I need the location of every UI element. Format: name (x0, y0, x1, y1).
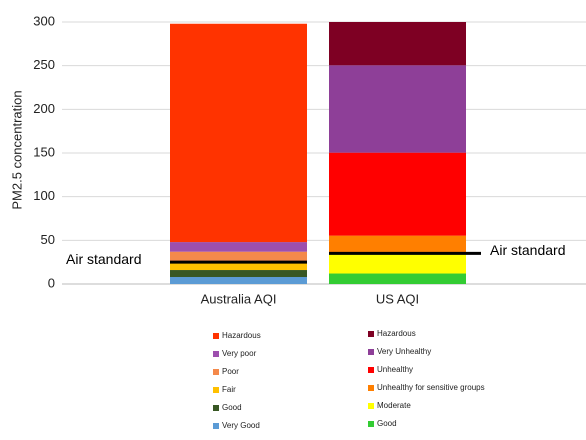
y-tick-label: 200 (33, 101, 55, 116)
y-tick-label: 100 (33, 188, 55, 203)
legend-swatch (213, 405, 219, 411)
bar-segment (329, 273, 466, 284)
y-tick-label: 250 (33, 57, 55, 72)
legend-label: Very poor (222, 349, 257, 358)
legend-label: Good (222, 403, 242, 412)
bar-segment (170, 277, 307, 284)
legend-swatch (368, 403, 374, 409)
bar-segment (170, 23, 307, 243)
legend-swatch (368, 349, 374, 355)
y-tick-label: 50 (41, 232, 55, 247)
legend-swatch (213, 423, 219, 429)
legend-swatch (213, 333, 219, 339)
bar-segment (170, 262, 307, 271)
bar-segment (170, 270, 307, 278)
reference-label: Air standard (66, 251, 141, 267)
bar-segment (329, 152, 466, 236)
legend-label: Good (377, 419, 397, 428)
x-tick-label: US AQI (376, 291, 419, 306)
legend-swatch (368, 385, 374, 391)
reference-label: Air standard (490, 242, 565, 258)
bar-segment (329, 65, 466, 153)
legend-label: Very Good (222, 421, 260, 430)
legend-swatch (368, 331, 374, 337)
legend-swatch (368, 367, 374, 373)
legend-swatch (368, 421, 374, 427)
bar-segment (329, 235, 466, 254)
y-axis-label: PM2.5 concentration (9, 90, 24, 209)
bar-segment (329, 253, 466, 274)
y-tick-label: 0 (48, 275, 55, 290)
legend-label: Unhealthy for sensitive groups (377, 383, 485, 392)
legend-label: Hazardous (377, 329, 416, 338)
bar-segment (170, 242, 307, 252)
legend-label: Fair (222, 385, 236, 394)
legend-label: Hazardous (222, 331, 261, 340)
legend-label: Unhealthy (377, 365, 413, 374)
legend-swatch (213, 387, 219, 393)
legend-swatch (213, 351, 219, 357)
legend-label: Very Unhealthy (377, 347, 431, 356)
y-tick-label: 150 (33, 144, 55, 159)
legend-swatch (213, 369, 219, 375)
legend-label: Poor (222, 367, 239, 376)
bar-segment (170, 251, 307, 263)
bar-segment (329, 22, 466, 66)
legend-label: Moderate (377, 401, 411, 410)
y-tick-label: 300 (33, 13, 55, 28)
x-tick-label: Australia AQI (201, 291, 277, 306)
